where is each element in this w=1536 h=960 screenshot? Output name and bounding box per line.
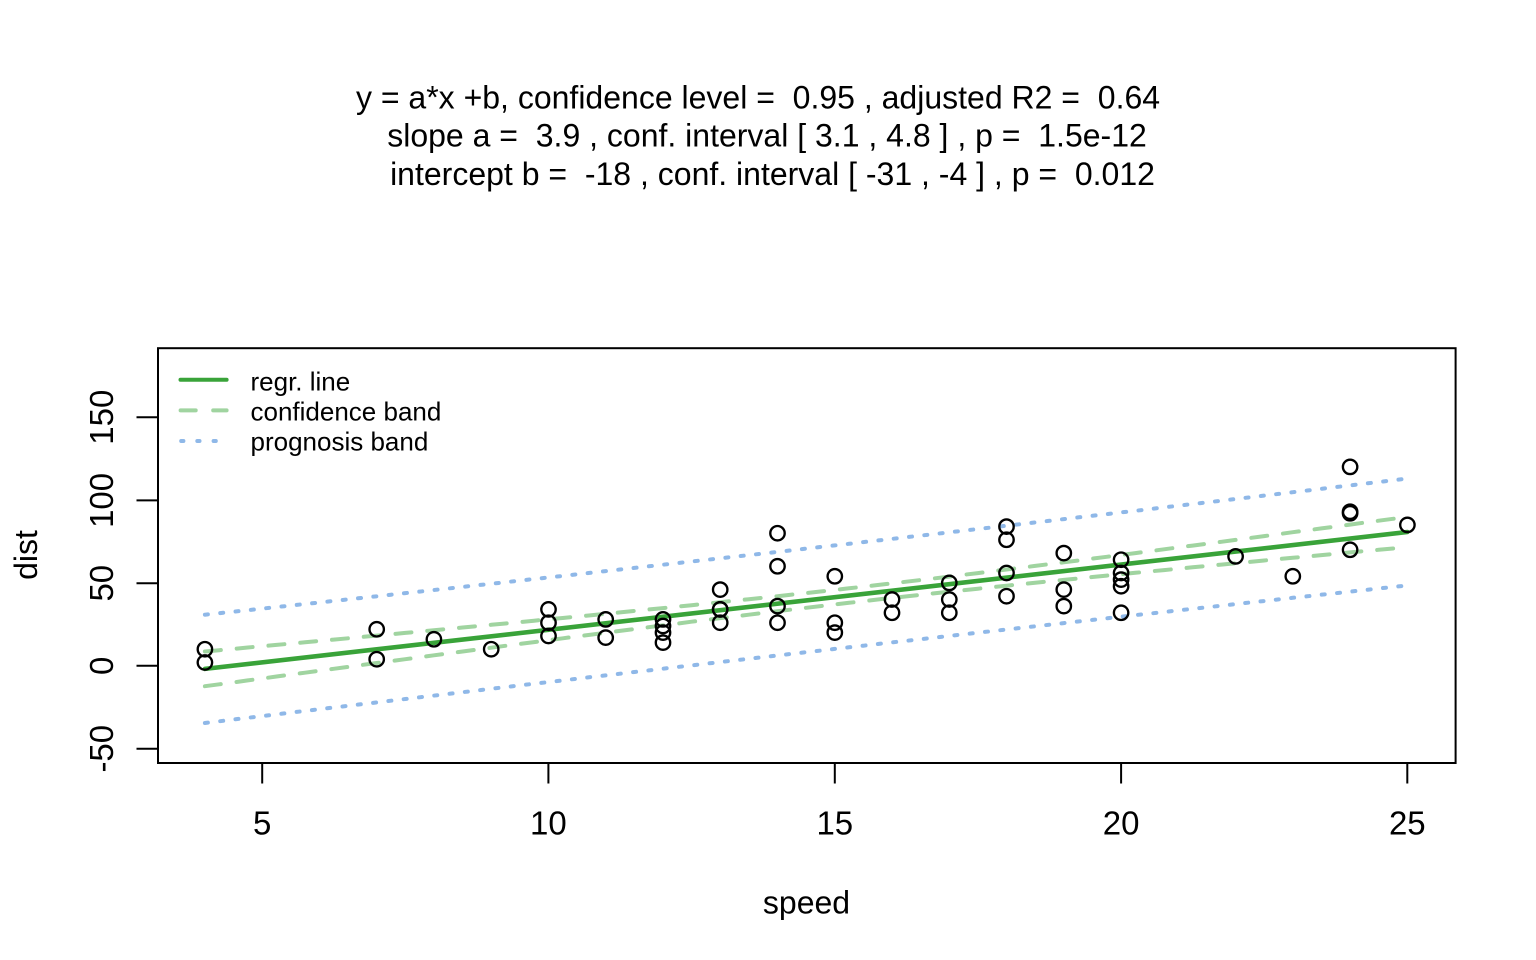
svg-text:150: 150 <box>83 390 120 445</box>
svg-text:speed: speed <box>763 885 850 921</box>
svg-text:25: 25 <box>1389 805 1426 842</box>
svg-text:dist: dist <box>8 530 44 580</box>
svg-text:100: 100 <box>83 473 120 528</box>
svg-text:y = a*x +b, confidence level =: y = a*x +b, confidence level = 0.95 , ad… <box>356 79 1160 115</box>
svg-text:intercept b = -18 , conf. int: intercept b = -18 , conf. interval [ -31… <box>390 156 1155 192</box>
svg-text:10: 10 <box>530 805 567 842</box>
svg-text:50: 50 <box>83 565 120 602</box>
svg-text:0: 0 <box>83 657 120 675</box>
svg-text:slope a = 3.9 , conf. interva: slope a = 3.9 , conf. interval [ 3.1 , 4… <box>387 118 1147 154</box>
svg-text:20: 20 <box>1103 805 1140 842</box>
svg-text:regr. line: regr. line <box>251 366 351 396</box>
svg-text:5: 5 <box>253 805 271 842</box>
svg-text:prognosis band: prognosis band <box>251 427 429 457</box>
svg-text:confidence band: confidence band <box>251 397 442 427</box>
svg-text:-50: -50 <box>83 725 120 773</box>
svg-text:15: 15 <box>816 805 853 842</box>
